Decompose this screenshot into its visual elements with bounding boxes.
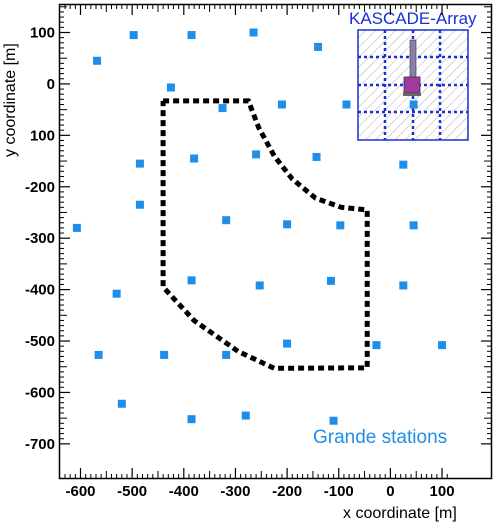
station-marker [72, 223, 81, 232]
station-marker [222, 350, 231, 359]
station-marker [409, 221, 418, 230]
y-tick-label: 100 [30, 25, 55, 42]
station-marker [187, 276, 196, 285]
station-marker [336, 221, 345, 230]
station-marker [327, 276, 336, 285]
station-marker [94, 350, 103, 359]
y-tick-label: 0 [47, 76, 55, 93]
x-tick-label: 0 [386, 483, 394, 500]
y-tick-label: -600 [25, 384, 55, 401]
station-marker [166, 83, 175, 92]
central-detector-icon [403, 39, 421, 96]
y-tick-label: 100 [30, 127, 55, 144]
x-tick-label: 100 [430, 483, 455, 500]
station-marker [187, 415, 196, 424]
inset-station-marker [409, 100, 418, 109]
x-tick-label: -600 [65, 483, 95, 500]
station-marker [187, 31, 196, 40]
x-axis-title: x coordinate [m] [343, 505, 457, 522]
y-tick-label: -200 [25, 179, 55, 196]
x-tick-label: -100 [324, 483, 354, 500]
y-tick-label: -500 [25, 333, 55, 350]
x-tick-label: -500 [117, 483, 147, 500]
station-marker [399, 281, 408, 290]
station-marker [314, 42, 323, 51]
station-marker [241, 411, 250, 420]
plot-frame [58, 3, 493, 480]
inset-station-marker [342, 100, 351, 109]
station-marker [93, 56, 102, 65]
station-markers [72, 28, 447, 425]
x-tick-label: -200 [272, 483, 302, 500]
station-marker [438, 341, 447, 350]
station-marker [129, 31, 138, 40]
station-marker [329, 416, 338, 425]
station-marker [218, 104, 227, 113]
station-marker [135, 200, 144, 209]
station-marker [312, 152, 321, 161]
y-axis-title: y coordinate [m] [2, 43, 19, 157]
y-tick-label: -400 [25, 282, 55, 299]
x-tick-label: -400 [169, 483, 199, 500]
inset-station-markers [342, 100, 418, 109]
x-tick-label: -300 [220, 483, 250, 500]
station-marker [190, 154, 199, 163]
station-marker [112, 289, 121, 298]
central-detector-base [403, 93, 421, 96]
station-marker [222, 216, 231, 225]
station-marker [255, 281, 264, 290]
station-marker [283, 220, 292, 229]
station-marker [249, 28, 258, 37]
central-detector-column [409, 39, 417, 79]
station-marker [372, 341, 381, 350]
station-marker [277, 100, 286, 109]
legend-label: Grande stations [313, 427, 447, 448]
station-marker [160, 350, 169, 359]
station-marker [117, 399, 126, 408]
y-tick-label: -300 [25, 230, 55, 247]
fiducial-area-outline [160, 98, 370, 371]
station-marker [283, 339, 292, 348]
kascade-inset: KASCADE-Array [349, 9, 477, 141]
inset-title: KASCADE-Array [349, 9, 477, 28]
y-tick-label: -700 [25, 436, 55, 453]
station-marker [252, 150, 261, 159]
central-detector-body [403, 76, 421, 94]
station-marker [135, 159, 144, 168]
station-marker [399, 160, 408, 169]
